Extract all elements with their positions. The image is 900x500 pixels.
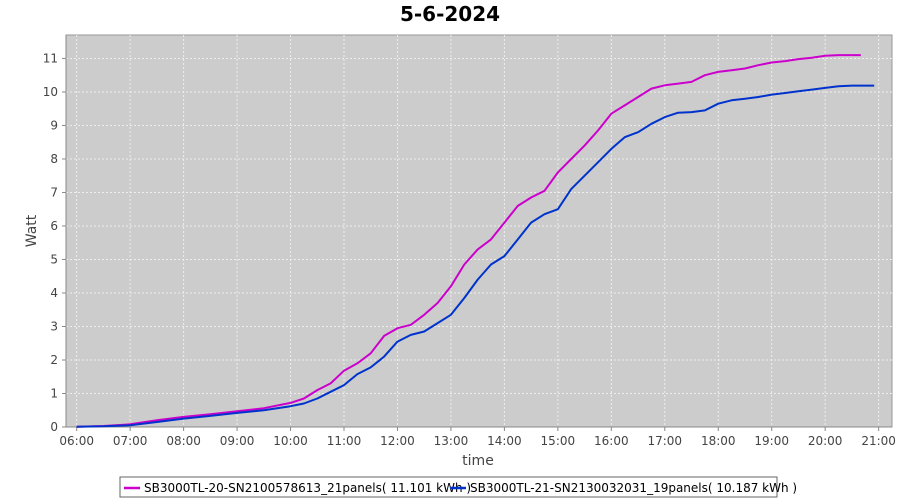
series-line-1 [76,54,861,428]
x-tick-label: 16:00 [594,434,629,448]
series-line-2 [76,84,875,428]
y-tick-label: 1 [50,386,58,400]
y-axis-label: Watt [24,214,40,247]
x-tick-label: 18:00 [701,434,736,448]
legend-label-1: SB3000TL-20-SN2100578613_21panels( 11.10… [144,481,471,495]
x-tick-label: 08:00 [166,434,201,448]
y-tick-label: 0 [50,420,58,434]
x-tick-label: 09:00 [220,434,255,448]
x-tick-label: 21:00 [861,434,896,448]
x-tick-label: 06:00 [59,434,94,448]
y-tick-label: 9 [50,118,58,132]
y-tick-label: 6 [50,219,58,233]
x-tick-label: 11:00 [327,434,362,448]
legend-box [119,476,778,498]
y-tick-label: 7 [50,185,58,199]
chart-canvas-anchor [0,0,1,1]
plot-background [65,34,893,428]
x-tick-label: 17:00 [647,434,682,448]
legend-label-2: SB3000TL-21-SN2130032031_19panels( 10.18… [470,481,797,495]
x-tick-label: 14:00 [487,434,522,448]
y-tick-label: 3 [50,319,58,333]
y-tick-label: 4 [50,286,58,300]
y-tick-label: 2 [50,353,58,367]
x-tick-label: 13:00 [434,434,469,448]
y-tick-label: 10 [43,85,58,99]
x-tick-label: 10:00 [273,434,308,448]
y-tick-label: 5 [50,252,58,266]
x-tick-label: 15:00 [541,434,576,448]
x-tick-label: 20:00 [808,434,843,448]
grid-lines [66,35,892,428]
y-tick-label: 11 [43,51,58,65]
x-tick-label: 19:00 [754,434,789,448]
x-tick-label: 07:00 [113,434,148,448]
series-lines [76,54,875,428]
plot-area [65,34,893,428]
legend: SB3000TL-20-SN2100578613_21panels( 11.10… [119,476,797,498]
chart-title: 5-6-2024 [400,2,500,26]
y-tick-label: 8 [50,152,58,166]
x-tick-label: 12:00 [380,434,415,448]
x-axis-label: time [462,453,494,469]
axes: 0 1 2 3 4 5 6 7 8 9 10 11 06:00 07:00 08:00 09:00 10:00 1… [43,35,896,448]
